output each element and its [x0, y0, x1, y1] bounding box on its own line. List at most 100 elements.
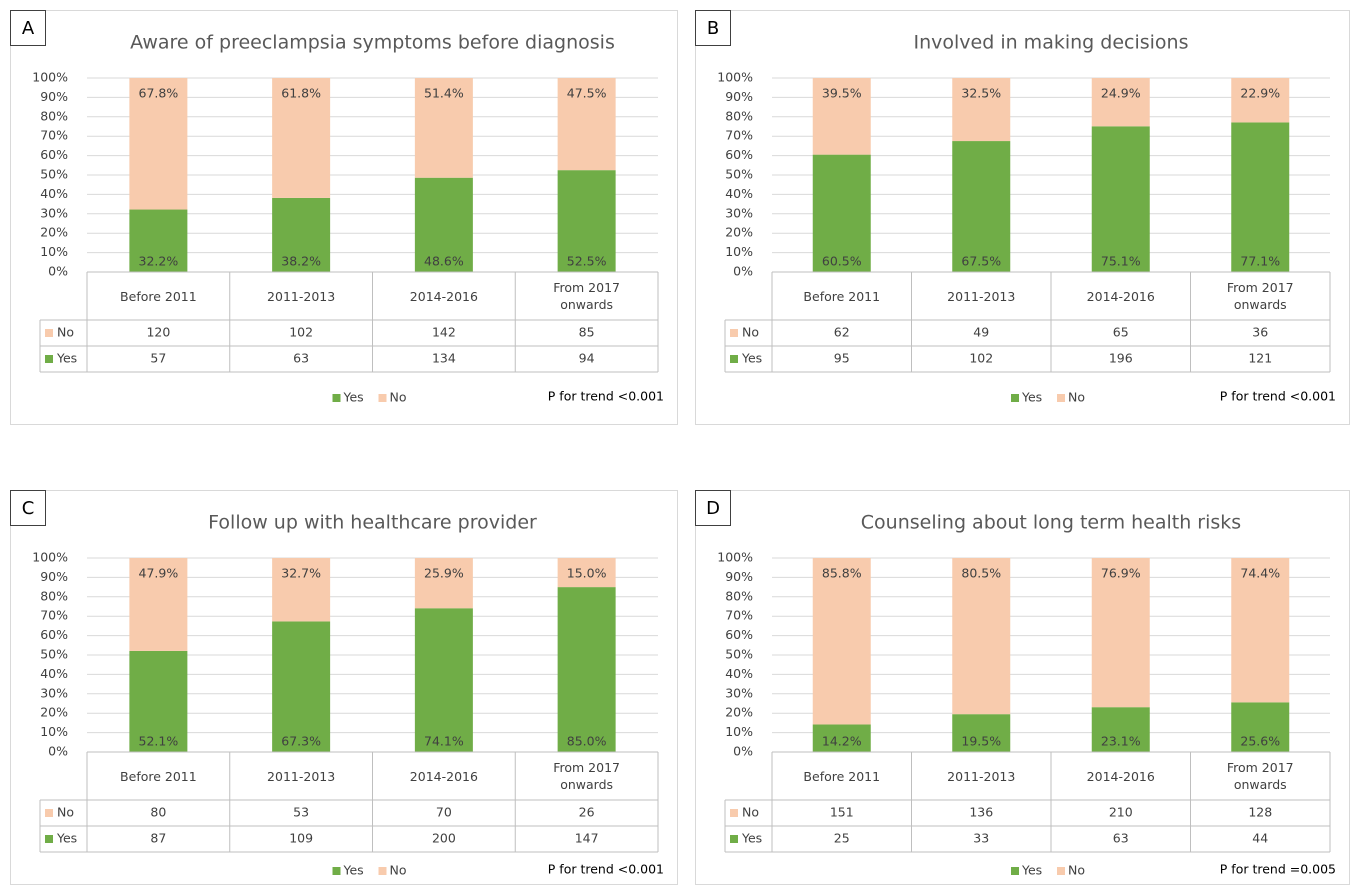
- y-tick-label: 100%: [32, 550, 68, 565]
- y-tick-label: 60%: [725, 627, 753, 642]
- table-cell: 80: [150, 805, 166, 820]
- table-row-label: Yes: [741, 831, 762, 846]
- chart-title: Involved in making decisions: [914, 32, 1189, 54]
- y-tick-label: 80%: [40, 588, 68, 603]
- y-tick-label: 40%: [40, 186, 68, 201]
- x-tick-label: From 2017 onwards: [1226, 280, 1294, 312]
- category-cell: 2014-2016: [410, 289, 478, 304]
- legend-label: Yes: [1021, 863, 1042, 878]
- category-cell: Before 2011: [803, 769, 880, 784]
- category-cell: Before 2011: [120, 289, 197, 304]
- y-tick-label: 70%: [40, 128, 68, 143]
- y-tick-label: 60%: [725, 147, 753, 162]
- category-cell: Before 2011: [120, 768, 197, 784]
- panel-label-box: [695, 490, 731, 526]
- bar-segment: [129, 78, 188, 210]
- bar-segment: [272, 558, 331, 622]
- y-tick-label: 10%: [725, 724, 753, 739]
- table-cell: 62: [834, 325, 850, 340]
- y-tick-label: 70%: [40, 608, 68, 623]
- table-cell: 200: [432, 831, 456, 846]
- data-label: 25.6%: [1240, 734, 1280, 749]
- legend-swatch: [332, 394, 341, 402]
- bar-segment: [272, 621, 331, 752]
- data-label: 24.9%: [1101, 86, 1141, 101]
- y-tick-label: 20%: [40, 225, 68, 240]
- panel-label: B: [707, 18, 719, 39]
- data-label: 15.0%: [567, 566, 607, 581]
- bar-segment: [1231, 558, 1290, 703]
- bar-segment: [1231, 78, 1290, 123]
- x-tick-label: 2011-2013: [947, 288, 1016, 304]
- annotation: P for trend <0.001: [1220, 389, 1336, 404]
- y-tick-label: 30%: [725, 205, 753, 220]
- table-swatch: [730, 809, 738, 817]
- legend-label: Yes: [1021, 390, 1042, 405]
- y-tick-label: 40%: [725, 666, 753, 681]
- y-tick-label: 30%: [40, 685, 68, 700]
- chart-panel: B Involved in making decisions 0% 10% 20% 30%…: [695, 10, 1350, 425]
- x-tick-label: Before 2011: [120, 768, 197, 784]
- table-cell: 95: [834, 351, 850, 366]
- y-tick-label: 60%: [40, 627, 68, 642]
- category-cell: 2014-2016: [410, 769, 478, 784]
- data-label: 25.9%: [424, 566, 464, 581]
- table-cell: 102: [969, 351, 993, 366]
- legend-swatch: [332, 867, 341, 875]
- y-tick-label: 50%: [40, 647, 68, 662]
- y-tick-label: 90%: [40, 569, 68, 584]
- table-swatch: [730, 329, 738, 337]
- category-cell: 2014-2016: [1087, 289, 1155, 304]
- x-tick-label: Before 2011: [803, 288, 881, 304]
- category-cell: Before 2011: [803, 288, 881, 304]
- data-label: 85.8%: [822, 566, 862, 581]
- table-swatch: [730, 355, 738, 363]
- x-tick-label: From 2017 onwards: [1226, 760, 1294, 792]
- bar-segment: [414, 558, 473, 609]
- table-cell: 102: [289, 325, 313, 340]
- bar-segment: [557, 587, 616, 752]
- y-tick-label: 80%: [725, 108, 753, 123]
- category-cell: From 2017 onwards: [1226, 280, 1294, 312]
- data-label: 60.5%: [822, 254, 862, 269]
- y-tick-label: 10%: [40, 724, 68, 739]
- y-tick-label: 100%: [717, 70, 753, 85]
- table-cell: 134: [432, 351, 456, 366]
- category-cell: 2011-2013: [267, 769, 335, 784]
- bar-segment: [812, 558, 871, 725]
- data-label: 14.2%: [822, 734, 862, 749]
- legend-swatch: [1011, 394, 1019, 402]
- bar-segment: [414, 608, 473, 752]
- chart-panel: C Follow up with healthcare provider 0% 10%…: [10, 490, 678, 885]
- data-label: 32.2%: [139, 254, 179, 269]
- bar-segment: [129, 558, 188, 651]
- annotation: P for trend <0.001: [548, 389, 664, 404]
- category-cell: 2011-2013: [947, 288, 1016, 304]
- y-tick-label: 80%: [40, 108, 68, 123]
- table-cell: 85: [579, 325, 595, 340]
- category-cell: From 2017 onwards: [553, 280, 620, 312]
- table-cell: 136: [969, 805, 993, 820]
- table-cell: 109: [289, 831, 313, 846]
- y-tick-label: 0%: [733, 264, 753, 279]
- table-swatch: [45, 329, 53, 337]
- y-tick-label: 70%: [725, 128, 753, 143]
- bar-segment: [129, 650, 188, 752]
- category-cell: 2011-2013: [947, 769, 1015, 784]
- chart-panel: A Aware of preeclampsia symptoms before d…: [10, 10, 678, 425]
- table-cell: 120: [146, 325, 170, 340]
- data-label: 67.5%: [961, 254, 1001, 269]
- legend-swatch: [1011, 867, 1019, 875]
- data-label: 39.5%: [822, 86, 862, 101]
- category-cell: From 2017 onwards: [553, 760, 620, 792]
- table-cell: 128: [1248, 805, 1272, 820]
- bar-segment: [1091, 126, 1150, 272]
- y-tick-label: 20%: [725, 705, 753, 720]
- table-cell: 210: [1109, 805, 1133, 820]
- y-tick-label: 20%: [40, 705, 68, 720]
- x-tick-label: From 2017 onwards: [553, 760, 620, 792]
- table-row-label: Yes: [741, 351, 762, 366]
- legend-label: Yes: [343, 863, 364, 878]
- table-row-label: Yes: [56, 351, 77, 366]
- table-cell: 151: [830, 805, 854, 820]
